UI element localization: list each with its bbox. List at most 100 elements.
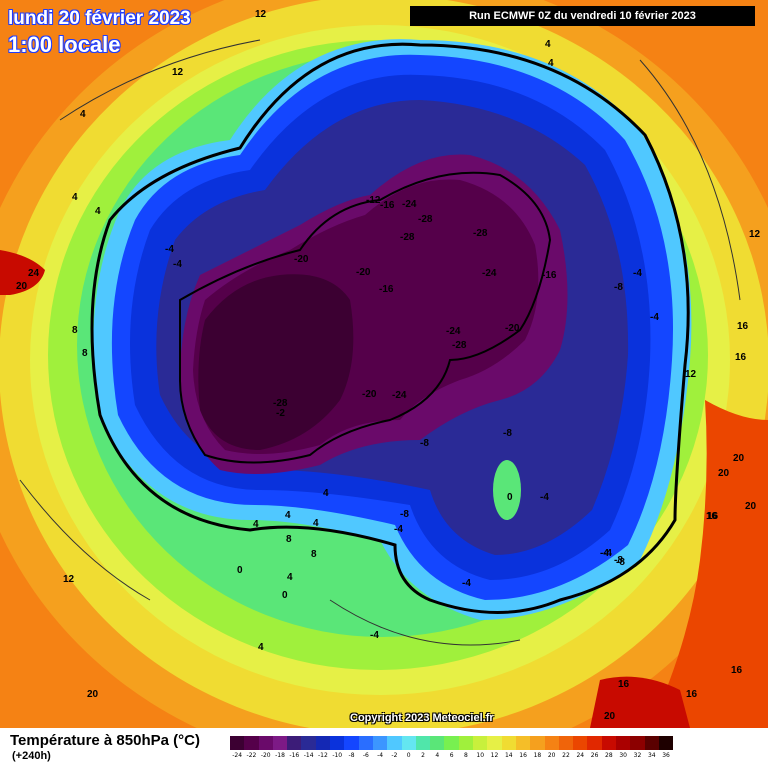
scale-label: -22 [246,752,257,759]
scale-color-box [601,736,617,750]
isotherm-label: -8 [614,282,623,293]
legend-subtitle: (+240h) [12,750,51,762]
scale-label: -20 [260,752,271,759]
isotherm-label: 4 [253,519,259,530]
isotherm-label: 0 [237,565,243,576]
isotherm-label: -2 [276,408,285,419]
isotherm-label: 16 [737,321,749,332]
scale-label: 2 [421,752,425,759]
scale-label: -8 [348,752,355,759]
scale-swatch: 24 [573,736,588,759]
scale-color-box [230,736,245,750]
scale-color-box [658,736,674,750]
scale-color-box [387,736,402,750]
scale-swatch: -24 [230,736,245,759]
scale-color-box [573,736,588,750]
scale-label: 0 [406,752,411,759]
scale-swatch: 22 [558,736,574,759]
isotherm-label: 16 [735,352,747,363]
scale-color-box [558,736,574,750]
isotherm-label: 16 [686,689,698,700]
legend-title: Température à 850hPa (°C) [10,732,200,749]
scale-label: -14 [303,752,314,759]
scale-color-box [301,736,316,750]
scale-color-box [501,736,516,750]
isotherm-label: 4 [323,488,329,499]
scale-label: 30 [619,752,627,759]
isotherm-label: -28 [473,228,488,239]
isotherm-label: 16 [706,511,718,522]
isotherm-label: 8 [286,534,292,545]
scale-label: 24 [576,752,585,759]
scale-swatch: 10 [473,736,488,759]
scale-label: 20 [547,752,556,759]
forecast-date: lundi 20 février 2023 [8,8,191,29]
scale-label: 10 [476,752,485,759]
scale-color-box [515,736,531,750]
isotherm-label: -4 [633,268,642,279]
minus20-isotherm [179,171,552,464]
isotherm-label: 4 [80,109,86,120]
scale-swatch: 2 [415,736,431,759]
isotherm-label: -24 [446,326,461,337]
isotherm-label: 4 [545,39,551,50]
isotherm-label: 4 [258,642,264,653]
isotherm-label: 12 [685,369,697,380]
scale-color-box [458,736,474,750]
scale-label: 34 [647,752,656,759]
zero-isotherm [90,42,690,614]
isotherm-label: 20 [718,468,730,479]
isotherm-label: -28 [418,214,433,225]
scale-color-box [415,736,431,750]
isotherm-label: -20 [362,389,377,400]
scale-color-box [544,736,559,750]
scale-color-box [530,736,545,750]
scale-swatch: 34 [644,736,659,759]
scale-color-box [330,736,345,750]
scale-label: -24 [232,752,243,759]
scale-swatch: 6 [444,736,459,759]
isotherm-label: 24 [28,268,40,279]
temperature-map: 12 4 4 12 4 4 4 -4 -4 24 20 8 8 -12 -16 … [0,0,768,728]
scale-swatch: 4 [430,736,445,759]
isotherm-label: -16 [380,200,395,211]
scale-color-box [430,736,445,750]
scale-color-box [358,736,373,750]
scale-label: -2 [391,752,398,759]
scale-swatch: 30 [616,736,631,759]
scale-swatch: 0 [401,736,416,759]
scale-label: 32 [633,752,642,759]
isotherm-label: -4 [165,244,174,255]
isotherm-label: 4 [287,572,293,583]
isotherm-label: 20 [745,501,757,512]
scale-label: 18 [533,752,542,759]
isotherm-label: 4 [285,510,291,521]
scale-label: 8 [463,752,468,759]
scale-label: -16 [289,752,300,759]
isotherm-label: -16 [379,284,394,295]
isotherm-label: -4 [600,548,609,559]
isotherm-label: -20 [294,254,309,265]
scale-swatch: 26 [587,736,602,759]
scale-color-box [272,736,288,750]
scale-label: 36 [662,752,670,759]
isotherm-label: -28 [400,232,415,243]
scale-label: -18 [275,752,285,759]
isotherm-label: 12 [749,229,761,240]
isotherm-label: -28 [452,340,467,351]
isotherm-label: 4 [72,192,78,203]
isotherm-label: -4 [650,312,659,323]
isotherm-label: 4 [95,206,101,217]
scale-label: -4 [377,752,384,759]
scale-swatch: -6 [358,736,373,759]
scale-label: 4 [435,752,440,759]
scale-color-box [444,736,459,750]
isotherm-label: 0 [282,590,288,601]
isotherm-label: 16 [731,665,743,676]
isotherm-label: -24 [402,199,417,210]
scale-label: 6 [449,752,454,759]
isotherm-label: -28 [273,398,288,409]
isotherm-label: -4 [603,548,612,559]
isotherm-label: 12 [63,574,75,585]
scale-swatch: -18 [272,736,288,759]
